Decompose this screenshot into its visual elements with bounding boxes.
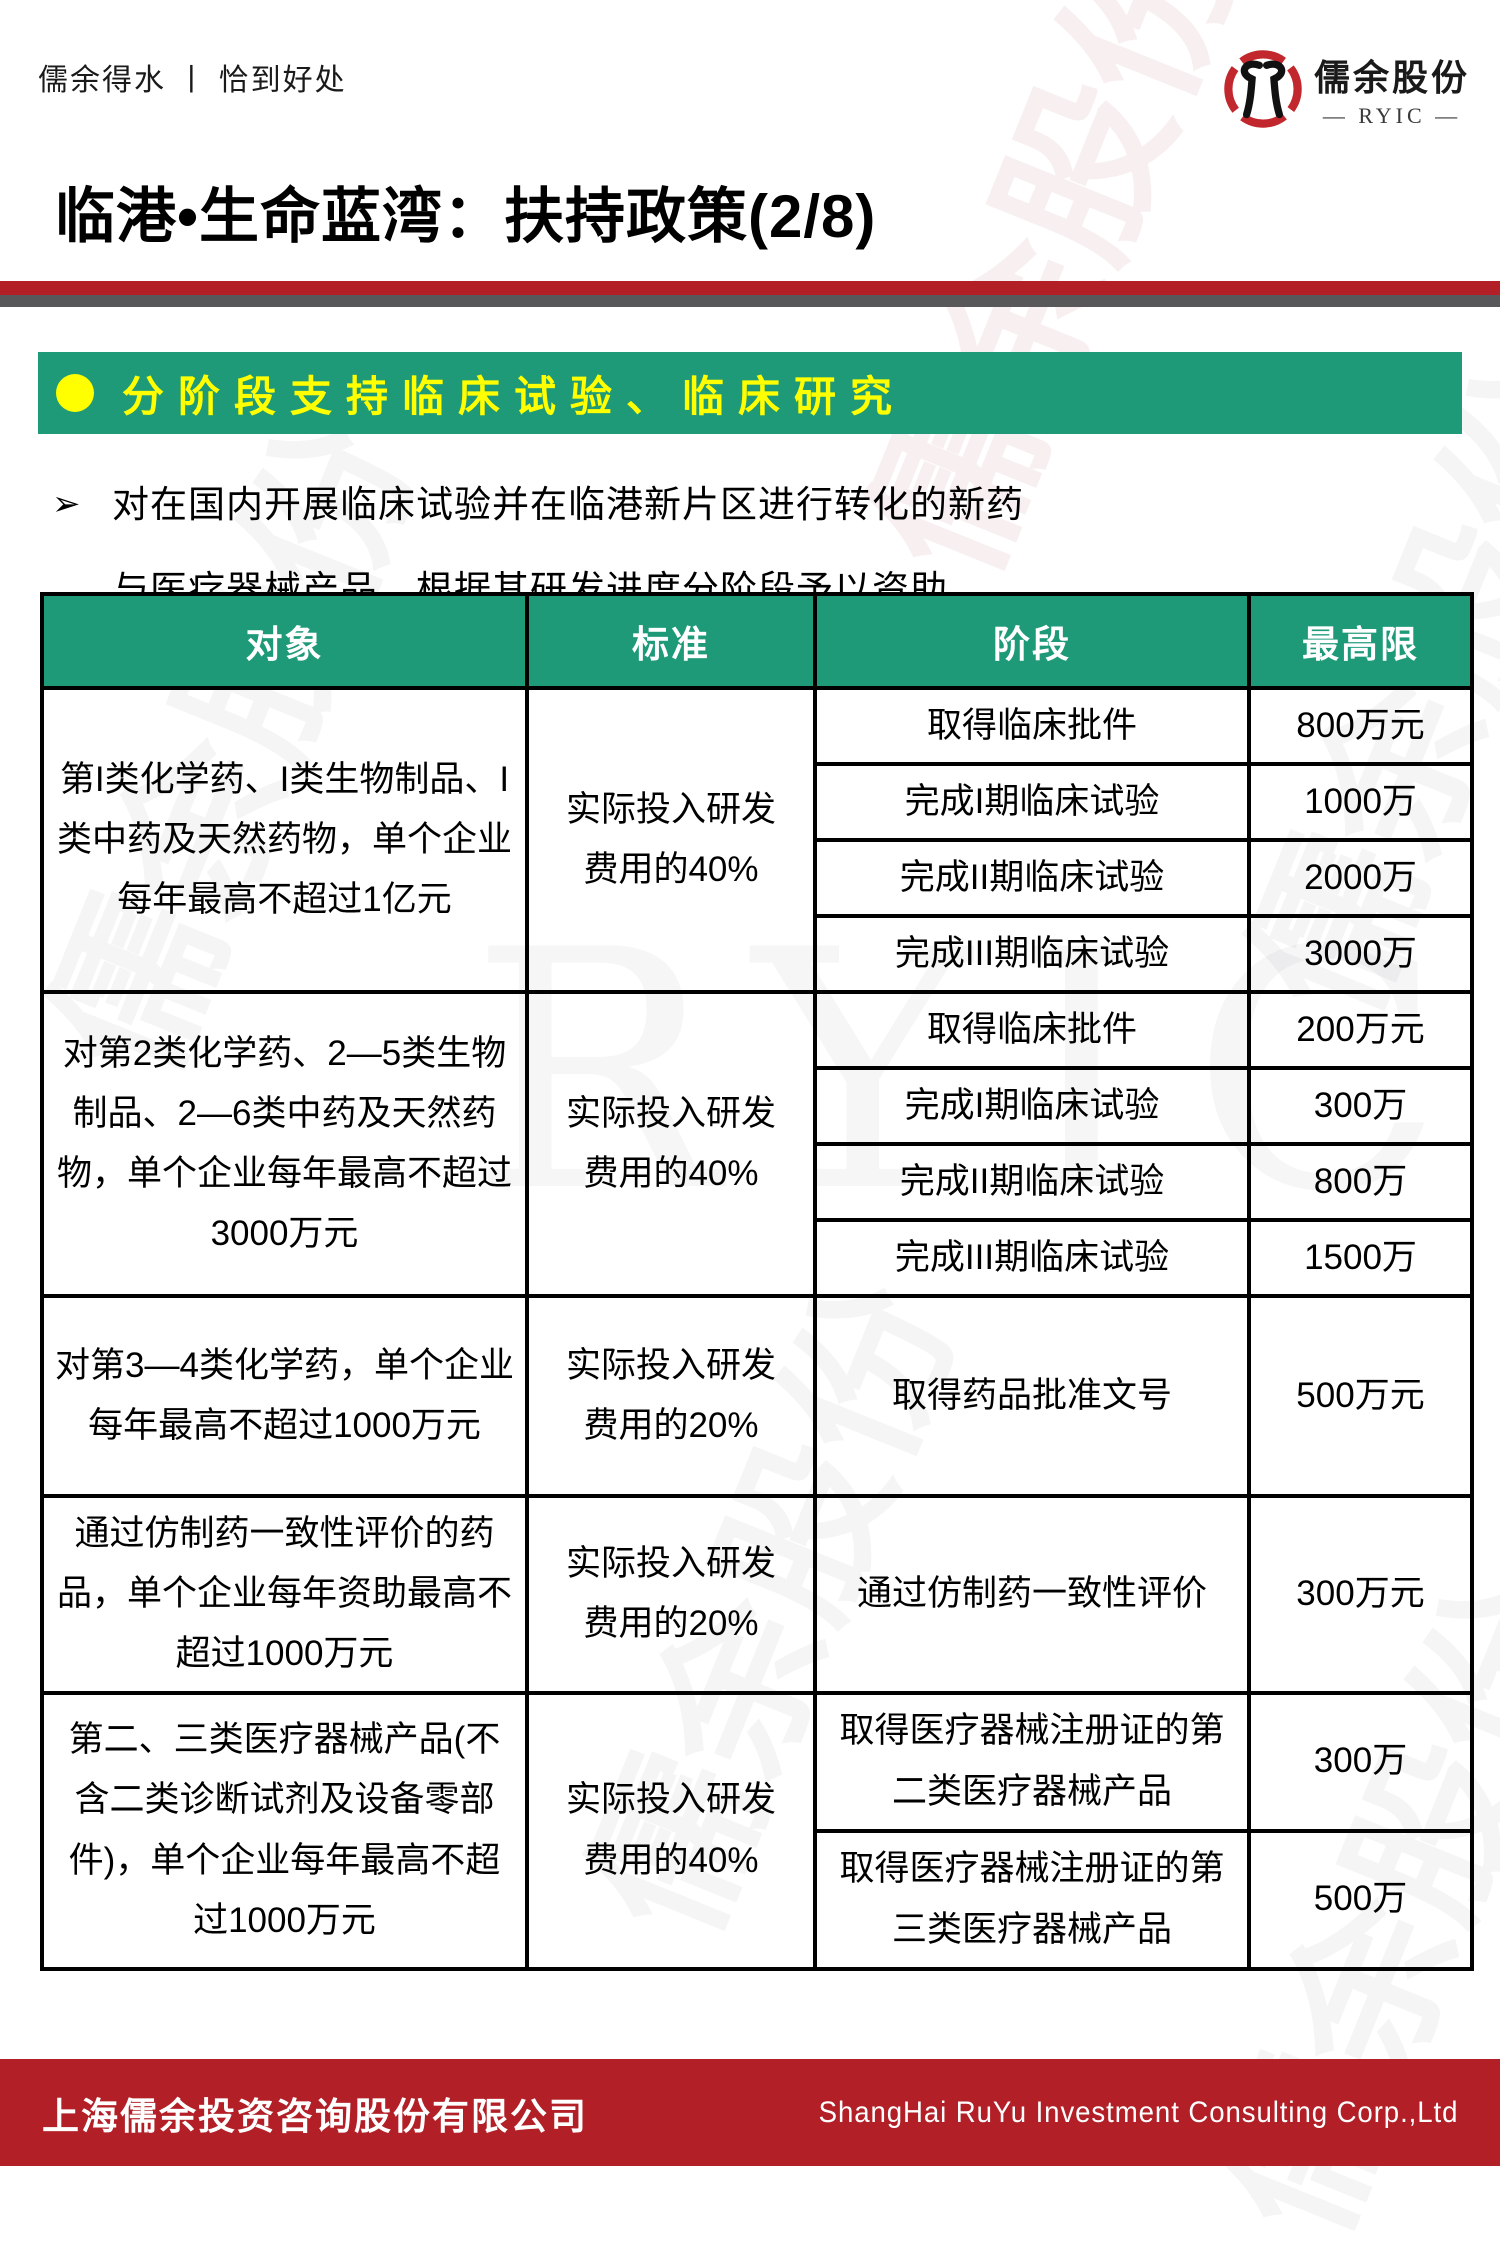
standard-cell: 实际投入研发费用的20% — [525, 1294, 817, 1498]
stage-cell: 完成III期临床试验 — [813, 1218, 1251, 1298]
column-header-cap: 最高限 — [1247, 592, 1474, 690]
standard-cell: 实际投入研发费用的20% — [525, 1494, 817, 1695]
target-cell: 对第2类化学药、2—5类生物制品、2—6类中药及天然药物，单个企业每年最高不超过… — [40, 990, 529, 1298]
table-row: 完成II期临床试验 800万 — [42, 1142, 1474, 1222]
brand-tagline: 儒余得水 丨 恰到好处 — [38, 64, 347, 97]
standard-cell: 实际投入研发费用的40% — [525, 1690, 817, 1971]
cap-cell: 500万元 — [1247, 1294, 1474, 1498]
target-cell: 第二、三类医疗器械产品(不含二类诊断试剂及设备零部件)，单个企业每年最高不超过1… — [40, 1690, 529, 1971]
table-row: 对第2类化学药、2—5类生物制品、2—6类中药及天然药物，单个企业每年最高不超过… — [40, 990, 1474, 1298]
stage-cell: 取得药品批准文号 — [813, 1294, 1251, 1498]
column-header-standard: 标准 — [525, 592, 817, 690]
divider-gray-bar — [0, 295, 1500, 307]
standard-cell: 实际投入研发费用的40% — [525, 990, 817, 1298]
target-cell: 通过仿制药一致性评价的药品，单个企业每年资助最高不超过1000万元 — [40, 1494, 529, 1695]
column-header-target: 对象 — [40, 592, 529, 690]
stage-cell: 完成III期临床试验 — [813, 914, 1251, 994]
stage-cell: 取得医疗器械注册证的第三类医疗器械产品 — [813, 1828, 1251, 1971]
stage-cell: 完成II期临床试验 — [813, 838, 1251, 918]
table-row: 取得医疗器械注册证的第三类医疗器械产品 500万 — [42, 1828, 1474, 1971]
page-footer: 上海儒余投资咨询股份有限公司 ShangHai RuYu Investment … — [0, 2059, 1500, 2166]
stage-cell: 完成II期临床试验 — [813, 1142, 1251, 1222]
footer-company-cn: 上海儒余投资咨询股份有限公司 — [42, 2095, 588, 2137]
stage-cell: 取得临床批件 — [813, 990, 1251, 1070]
stage-cell: 通过仿制药一致性评价 — [813, 1494, 1251, 1695]
cap-cell: 200万元 — [1247, 990, 1474, 1070]
stage-cell: 完成I期临床试验 — [813, 762, 1251, 842]
footer-company-en: ShangHai RuYu Investment Consulting Corp… — [818, 2095, 1458, 2129]
section-heading: 分阶段支持临床试验、临床研究 — [122, 372, 907, 420]
cap-cell: 500万 — [1247, 1828, 1474, 1971]
table-row: 第二、三类医疗器械产品(不含二类诊断试剂及设备零部件)，单个企业每年最高不超过1… — [40, 1690, 1474, 1971]
table-row: 第I类化学药、I类生物制品、I类中药及天然药物，单个企业每年最高不超过1亿元 实… — [40, 686, 1474, 994]
cap-cell: 800万 — [1247, 1142, 1474, 1222]
table-row: 完成II期临床试验 2000万 — [42, 838, 1474, 918]
table-row: 完成I期临床试验 300万 — [42, 1066, 1474, 1146]
stage-cell: 完成I期临床试验 — [813, 1066, 1251, 1146]
table-row: 完成III期临床试验 1500万 — [42, 1218, 1474, 1298]
divider-red-bar — [0, 281, 1500, 295]
column-header-stage: 阶段 — [813, 592, 1251, 690]
page-title: 临港•生命蓝湾：扶持政策(2/8) — [55, 183, 877, 250]
policy-table: 对象 标准 阶段 最高限 第I类化学药、I类生物制品、I类中药及天然药物，单个企… — [40, 592, 1474, 1971]
table-row: 通过仿制药一致性评价的药品，单个企业每年资助最高不超过1000万元 实际投入研发… — [40, 1494, 1474, 1695]
target-cell: 第I类化学药、I类生物制品、I类中药及天然药物，单个企业每年最高不超过1亿元 — [40, 686, 529, 994]
cap-cell: 300万元 — [1247, 1494, 1474, 1695]
cap-cell: 300万 — [1247, 1066, 1474, 1146]
section-banner: 分阶段支持临床试验、临床研究 — [38, 352, 1462, 434]
table-row: 完成III期临床试验 3000万 — [42, 914, 1474, 994]
cap-cell: 1000万 — [1247, 762, 1474, 842]
company-logo: 儒余股份 — RYIC — — [1222, 45, 1470, 133]
table-row: 对第3—4类化学药，单个企业每年最高不超过1000万元 实际投入研发费用的20%… — [40, 1294, 1474, 1498]
company-logo-icon — [1224, 50, 1302, 128]
cap-cell: 300万 — [1247, 1690, 1474, 1833]
company-logo-abbr: — RYIC — — [1322, 103, 1462, 128]
cap-cell: 3000万 — [1247, 914, 1474, 994]
stage-cell: 取得临床批件 — [813, 686, 1251, 766]
standard-cell: 实际投入研发费用的40% — [525, 686, 817, 994]
table-header-row: 对象 标准 阶段 最高限 — [40, 592, 1474, 690]
arrow-bullet-icon: ➢ — [52, 485, 81, 523]
cap-cell: 2000万 — [1247, 838, 1474, 918]
bullet-dot-icon — [56, 374, 94, 412]
cap-cell: 800万元 — [1247, 686, 1474, 766]
cap-cell: 1500万 — [1247, 1218, 1474, 1298]
stage-cell: 取得医疗器械注册证的第二类医疗器械产品 — [813, 1690, 1251, 1833]
target-cell: 对第3—4类化学药，单个企业每年最高不超过1000万元 — [40, 1294, 529, 1498]
table-row: 完成I期临床试验 1000万 — [42, 762, 1474, 842]
company-logo-name: 儒余股份 — [1314, 58, 1471, 98]
